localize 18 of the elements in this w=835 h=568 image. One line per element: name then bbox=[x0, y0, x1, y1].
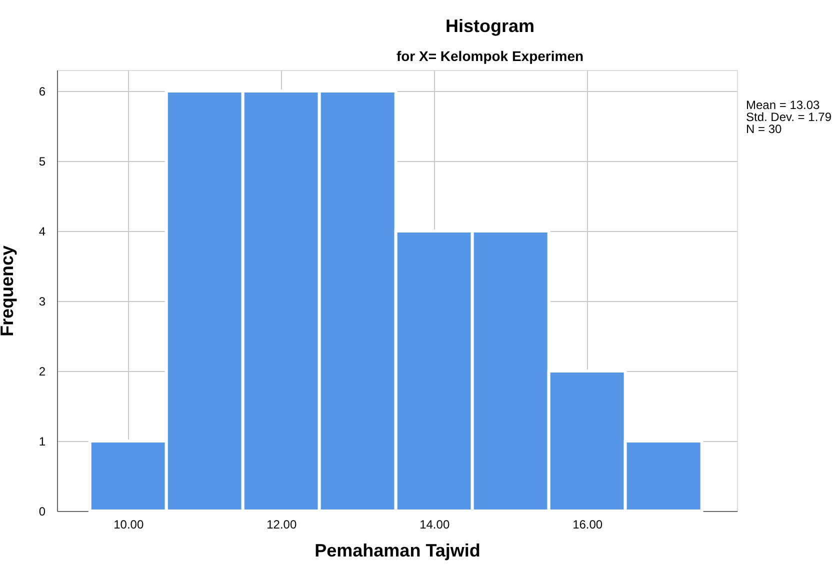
y-tick-label: 5 bbox=[38, 154, 46, 168]
x-tick-label: 10.00 bbox=[114, 518, 144, 532]
y-tick-label: 0 bbox=[38, 504, 46, 518]
x-tick-label: 14.00 bbox=[420, 518, 450, 532]
y-axis-title: Frequency bbox=[0, 245, 17, 337]
y-tick-label: 4 bbox=[38, 224, 46, 238]
y-tick-label: 6 bbox=[38, 84, 46, 98]
y-tick-label: 1 bbox=[38, 434, 46, 448]
x-tick-label: 16.00 bbox=[572, 518, 603, 532]
chart-title: Histogram bbox=[445, 16, 535, 36]
y-tick-label: 2 bbox=[38, 364, 46, 378]
chart-subtitle: for X= Kelompok Experimen bbox=[396, 48, 584, 64]
x-tick-label: 12.00 bbox=[266, 518, 297, 532]
text: Mean = 13.03 bbox=[746, 98, 820, 112]
y-tick-label: 3 bbox=[38, 294, 46, 308]
text: N = 30 bbox=[746, 122, 782, 136]
x-axis-title: Pemahaman Tajwid bbox=[314, 540, 480, 560]
text: Std. Dev. = 1.79 bbox=[746, 110, 832, 124]
